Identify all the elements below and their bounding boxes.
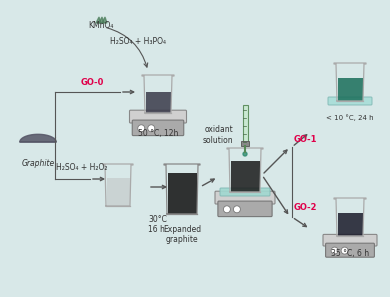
Polygon shape (99, 17, 104, 23)
Text: H₂SO₄ + H₃PO₄: H₂SO₄ + H₃PO₄ (110, 37, 166, 47)
FancyBboxPatch shape (326, 243, 374, 257)
Bar (337, 78, 362, 101)
Bar (337, 213, 362, 236)
Circle shape (233, 206, 240, 213)
Circle shape (341, 247, 348, 254)
FancyBboxPatch shape (218, 201, 272, 217)
Circle shape (223, 206, 230, 213)
Bar (241, 141, 249, 146)
Circle shape (148, 125, 155, 132)
FancyBboxPatch shape (129, 110, 186, 123)
Text: oxidant
solution: oxidant solution (202, 125, 233, 145)
Bar (230, 160, 259, 192)
Text: < 10 °C, 24 h: < 10 °C, 24 h (326, 114, 374, 121)
Text: 35 °C, 6 h: 35 °C, 6 h (331, 249, 369, 258)
Text: 30°C
16 h: 30°C 16 h (148, 215, 167, 234)
Text: GO-2: GO-2 (294, 203, 317, 211)
Text: Graphite: Graphite (21, 159, 55, 168)
FancyBboxPatch shape (132, 120, 184, 136)
FancyBboxPatch shape (328, 97, 372, 105)
Polygon shape (102, 17, 107, 23)
Text: H₂SO₄ + H₂O₂: H₂SO₄ + H₂O₂ (56, 162, 108, 171)
Text: GO-0: GO-0 (80, 78, 104, 87)
Bar (243, 105, 248, 145)
FancyBboxPatch shape (323, 234, 377, 246)
Bar (167, 173, 197, 214)
Bar (106, 178, 129, 206)
Polygon shape (20, 134, 56, 142)
Circle shape (138, 125, 145, 132)
Text: 50 °C, 12h: 50 °C, 12h (138, 129, 178, 138)
Text: GO-1: GO-1 (294, 135, 317, 145)
FancyBboxPatch shape (215, 191, 275, 204)
Circle shape (243, 152, 247, 156)
FancyBboxPatch shape (220, 188, 270, 196)
Polygon shape (96, 17, 101, 23)
Circle shape (331, 247, 338, 254)
Text: KMnO₄: KMnO₄ (88, 20, 113, 29)
Bar (145, 92, 170, 113)
Text: Expanded
graphite: Expanded graphite (163, 225, 201, 244)
